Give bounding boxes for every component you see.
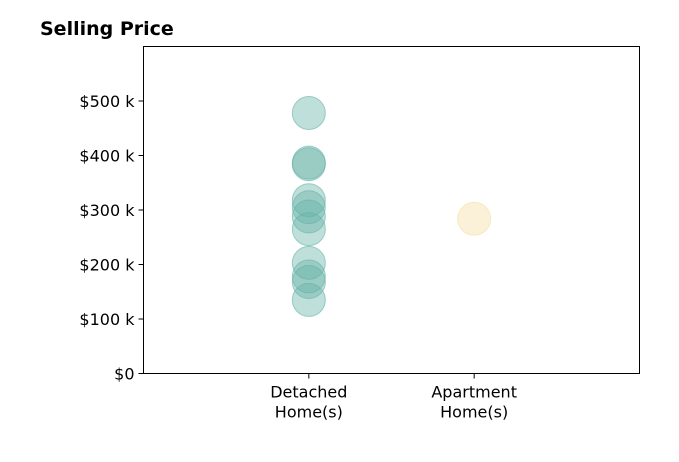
- chart-title: Selling Price: [40, 18, 174, 40]
- data-point: [291, 147, 326, 182]
- data-point: [291, 95, 326, 130]
- x-tick-label: Apartment: [431, 383, 517, 402]
- plot-frame: [143, 46, 640, 374]
- data-point: [291, 245, 326, 280]
- y-tick-label: $300 k: [79, 201, 135, 220]
- data-point: [291, 190, 326, 225]
- data-point: [291, 264, 326, 299]
- y-tick-label: $0: [114, 365, 134, 384]
- plot-marks: [291, 95, 492, 317]
- x-tick-label: Home(s): [440, 403, 508, 422]
- data-point: [291, 212, 326, 247]
- data-point: [291, 199, 326, 234]
- y-tick-label: $200 k: [79, 256, 135, 275]
- data-point: [291, 259, 326, 294]
- x-tick-label: Home(s): [275, 403, 343, 422]
- y-tick-label: $100 k: [79, 310, 135, 329]
- data-point: [457, 201, 492, 236]
- y-tick-label: $400 k: [79, 147, 135, 166]
- y-tick-label: $500 k: [79, 92, 135, 111]
- y-axis: $0 $100 k $200 k $300 k $400 k $500 k: [79, 92, 144, 384]
- data-point: [291, 282, 326, 317]
- x-tick-label: Detached: [270, 383, 347, 402]
